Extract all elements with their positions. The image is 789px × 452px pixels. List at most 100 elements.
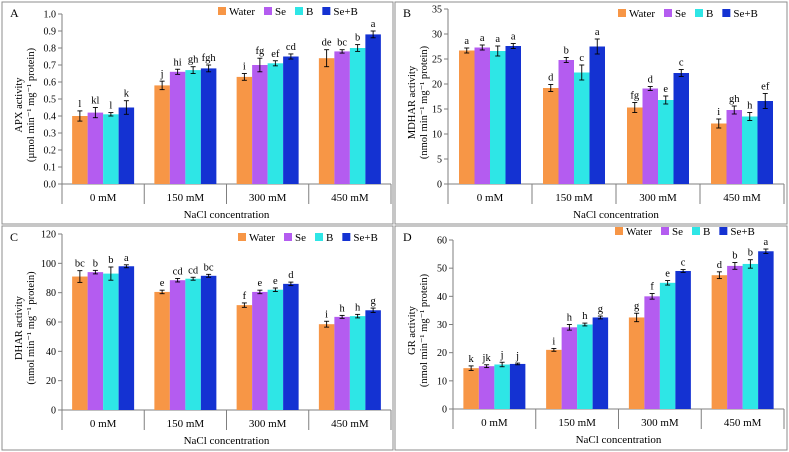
bar: [742, 263, 759, 409]
legend-swatch-b: [695, 9, 703, 17]
significance-letter: i: [243, 62, 246, 73]
significance-letter: bc: [204, 262, 214, 273]
y-axis-title: MDHAR activity: [407, 65, 418, 139]
bar: [103, 273, 119, 410]
significance-letter: d: [648, 75, 654, 86]
x-category-label: 300 mM: [639, 192, 677, 204]
bar: [642, 88, 658, 184]
significance-letter: j: [515, 351, 519, 362]
significance-letter: g: [634, 301, 640, 312]
legend-swatch-seplusb: [322, 7, 331, 15]
significance-letter: c: [679, 58, 684, 69]
y-tick-label: 0.9: [44, 27, 57, 38]
x-category-label: 300 mM: [249, 418, 287, 430]
significance-letter: d: [717, 260, 723, 271]
bar: [267, 63, 284, 184]
legend-label-b: B: [703, 226, 710, 238]
significance-letter: i: [552, 336, 555, 347]
bar: [267, 289, 284, 410]
bar: [711, 123, 727, 184]
significance-letter: a: [511, 32, 516, 43]
significance-letter: a: [764, 237, 769, 248]
legend-swatch-seplusb: [342, 233, 351, 241]
x-category-label: 450 mM: [723, 192, 761, 204]
x-category-label: 300 mM: [641, 417, 679, 429]
significance-letter: k: [469, 354, 475, 365]
x-category-label: 450 mM: [331, 192, 369, 204]
bar: [185, 70, 201, 184]
legend-label-seplusb: Se+B: [730, 226, 755, 238]
bar: [644, 296, 660, 409]
y-tick-label: 0.7: [44, 61, 57, 72]
y-tick-label: 35: [432, 5, 442, 16]
y-tick-label: 30: [432, 30, 442, 41]
legend-swatch-water: [238, 233, 246, 241]
y-axis-title: DHAR activity: [14, 295, 25, 360]
significance-letter: b: [355, 33, 360, 44]
y-tick-label: 0.3: [44, 129, 57, 140]
y-tick-label: 80: [46, 288, 56, 299]
y-tick-label: 0: [442, 405, 447, 416]
significance-letter: h: [355, 302, 361, 313]
significance-letter: e: [273, 276, 278, 287]
bar: [558, 60, 574, 184]
significance-letter: bc: [337, 38, 347, 49]
bar: [627, 107, 643, 184]
x-axis-title: NaCl concentration: [573, 209, 659, 221]
bar: [236, 305, 253, 410]
significance-letter: fg: [256, 46, 265, 57]
y-tick-label: 60: [437, 236, 447, 247]
legend-label-seplusb: Se+B: [333, 6, 358, 18]
x-category-label: 0 mM: [481, 417, 508, 429]
bar: [87, 272, 104, 410]
bar: [72, 116, 88, 184]
significance-letter: h: [582, 311, 588, 322]
bar: [365, 34, 381, 185]
bar: [589, 46, 605, 184]
y-tick-label: 25: [432, 55, 442, 66]
x-axis-title: NaCl concentration: [576, 434, 662, 446]
legend-swatch-b: [692, 227, 700, 235]
bar: [711, 275, 728, 409]
panel-letter: C: [10, 230, 18, 244]
bar: [252, 291, 268, 410]
y-tick-label: 0.6: [44, 78, 57, 89]
significance-letter: a: [480, 33, 485, 44]
significance-letter: f: [243, 291, 247, 302]
significance-letter: fgh: [202, 53, 217, 64]
legend-swatch-water: [618, 9, 626, 17]
significance-letter: e: [258, 278, 263, 289]
bar: [200, 275, 217, 410]
legend-label-b: B: [326, 232, 333, 244]
bar: [154, 85, 170, 184]
y-tick-label: 40: [46, 347, 56, 358]
legend-swatch-water: [615, 227, 623, 235]
bar: [87, 112, 104, 184]
legend: Water Se B Se+B: [615, 226, 755, 238]
bar: [561, 327, 578, 409]
significance-letter: a: [595, 27, 600, 38]
significance-letter: i: [717, 107, 720, 118]
y-axis-unit: (nmol min⁻¹ mg⁻¹ protein): [419, 273, 430, 387]
bar: [673, 73, 689, 184]
bar: [72, 276, 88, 410]
bar: [659, 282, 676, 409]
significance-letter: b: [748, 248, 753, 259]
bar: [628, 317, 645, 409]
legend-label-seplusb: Se+B: [733, 8, 758, 20]
bar: [283, 56, 299, 184]
bar: [169, 280, 186, 410]
significance-letter: ef: [271, 49, 280, 60]
y-tick-label: 10: [432, 130, 442, 141]
significance-letter: j: [500, 350, 504, 361]
significance-letter: jk: [482, 353, 492, 364]
y-tick-label: 0: [51, 406, 56, 417]
x-category-label: 0 mM: [90, 192, 117, 204]
significance-letter: b: [564, 46, 569, 57]
significance-letter: l: [109, 101, 112, 112]
bar: [318, 324, 335, 410]
